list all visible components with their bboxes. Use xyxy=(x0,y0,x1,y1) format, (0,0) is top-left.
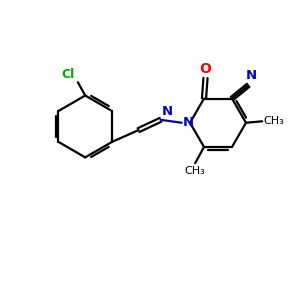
Text: CH₃: CH₃ xyxy=(184,166,205,176)
Text: CH₃: CH₃ xyxy=(264,116,284,126)
Text: N: N xyxy=(182,116,194,129)
Text: Cl: Cl xyxy=(62,68,75,81)
Text: O: O xyxy=(200,61,211,76)
Text: N: N xyxy=(162,105,173,118)
Text: N: N xyxy=(246,69,257,82)
